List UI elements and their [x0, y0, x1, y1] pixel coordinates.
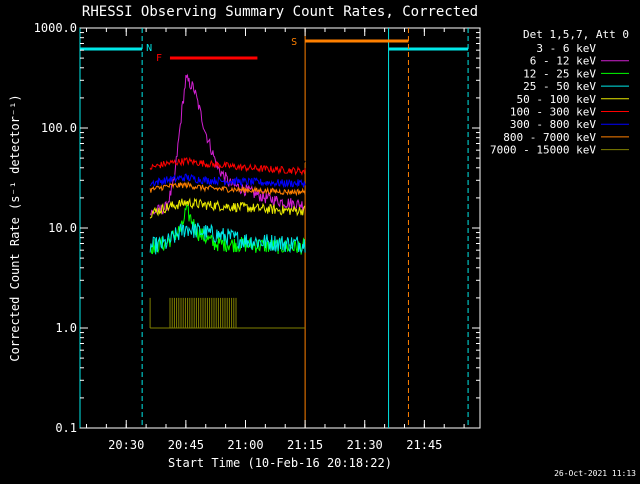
- y-tick-label: 0.1: [55, 421, 77, 435]
- annotation-s: S: [291, 37, 297, 48]
- annotation-n: N: [146, 43, 152, 54]
- legend-label: 300 - 800 keV: [510, 118, 596, 131]
- x-tick-label: 21:30: [347, 438, 383, 452]
- x-tick-label: 21:15: [287, 438, 323, 452]
- series-line-4: [149, 221, 306, 255]
- legend-label: 50 - 100 keV: [517, 93, 597, 106]
- observing-intervals: NF S: [79, 28, 469, 428]
- legend-title: Det 1,5,7, Att 0: [523, 28, 629, 41]
- series-line-6: [149, 156, 306, 176]
- plot-frame: [79, 27, 481, 429]
- legend-label: 7000 - 15000 keV: [490, 144, 596, 157]
- legend-label: 3 - 6 keV: [536, 42, 596, 55]
- y-tick-label: 1.0: [55, 321, 77, 335]
- series-line-8: [149, 181, 306, 197]
- y-tick-label: 1000.0: [34, 21, 77, 35]
- x-tick-label: 20:45: [168, 438, 204, 452]
- series-line-5: [149, 197, 306, 219]
- y-tick-label: 100.0: [41, 121, 77, 135]
- x-axis-label: Start Time (10-Feb-16 20:18:22): [168, 456, 392, 470]
- series-line-2: [149, 73, 306, 216]
- x-tick-label: 21:45: [406, 438, 442, 452]
- annotation-f: F: [156, 53, 162, 64]
- series-line-7: [149, 173, 306, 189]
- axes: 0.1 1.0 10.0 100.0 1000.0 20:30 20:45 21:00 21:1…: [34, 21, 480, 452]
- legend-label: 25 - 50 keV: [523, 80, 596, 93]
- y-axis-label: Corrected Count Rate (s⁻¹ detector⁻¹): [8, 94, 22, 361]
- y-tick-label: 10.0: [48, 221, 77, 235]
- legend-label: 800 - 7000 keV: [503, 131, 596, 144]
- footer-timestamp: 26-Oct-2021 11:13: [554, 469, 636, 478]
- legend-label: 100 - 300 keV: [510, 106, 596, 119]
- chart-title: RHESSI Observing Summary Count Rates, Co…: [82, 4, 478, 20]
- legend-label: 12 - 25 keV: [523, 67, 596, 80]
- legend-label: 6 - 12 keV: [530, 55, 597, 68]
- series-line-1: [149, 100, 306, 165]
- x-tick-label: 21:00: [227, 438, 263, 452]
- series-group: [149, 73, 306, 329]
- x-tick-label: 20:30: [108, 438, 144, 452]
- series-line-9: [149, 297, 306, 329]
